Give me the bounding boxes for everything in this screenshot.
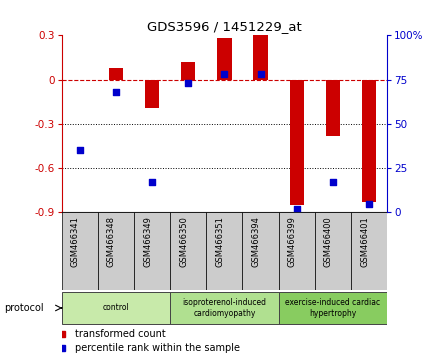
Bar <box>206 212 242 290</box>
Bar <box>279 212 315 290</box>
Bar <box>145 80 159 108</box>
Text: transformed count: transformed count <box>75 329 165 339</box>
Bar <box>242 212 279 290</box>
Text: percentile rank within the sample: percentile rank within the sample <box>75 343 240 353</box>
Text: GSM466400: GSM466400 <box>324 216 333 267</box>
Text: GSM466350: GSM466350 <box>179 216 188 267</box>
Point <box>366 201 373 206</box>
Bar <box>362 80 376 202</box>
Text: exercise-induced cardiac
hypertrophy: exercise-induced cardiac hypertrophy <box>286 298 381 318</box>
Text: GSM466349: GSM466349 <box>143 216 152 267</box>
Point <box>293 206 300 212</box>
Point <box>112 89 119 95</box>
Point <box>257 72 264 77</box>
Bar <box>170 212 206 290</box>
Bar <box>62 292 170 324</box>
Text: GSM466348: GSM466348 <box>107 216 116 267</box>
Text: GSM466341: GSM466341 <box>71 216 80 267</box>
Text: GSM466351: GSM466351 <box>216 216 224 267</box>
Bar <box>98 212 134 290</box>
Point <box>185 80 192 86</box>
Text: GSM466401: GSM466401 <box>360 216 369 267</box>
Bar <box>181 62 195 80</box>
Bar <box>170 292 279 324</box>
Point <box>76 148 83 153</box>
Point <box>330 179 337 185</box>
Bar <box>279 292 387 324</box>
Text: isoproterenol-induced
cardiomyopathy: isoproterenol-induced cardiomyopathy <box>183 298 266 318</box>
Title: GDS3596 / 1451229_at: GDS3596 / 1451229_at <box>147 20 302 33</box>
Bar <box>351 212 387 290</box>
Text: control: control <box>103 303 129 313</box>
Bar <box>253 35 268 80</box>
Bar <box>290 80 304 205</box>
Text: protocol: protocol <box>4 303 44 313</box>
Bar <box>62 212 98 290</box>
Bar <box>315 212 351 290</box>
Text: GSM466399: GSM466399 <box>288 216 297 267</box>
Point <box>149 179 156 185</box>
Bar <box>326 80 340 136</box>
Bar <box>134 212 170 290</box>
Bar <box>109 68 123 80</box>
Text: GSM466394: GSM466394 <box>252 216 260 267</box>
Point <box>221 72 228 77</box>
Bar <box>217 38 231 80</box>
